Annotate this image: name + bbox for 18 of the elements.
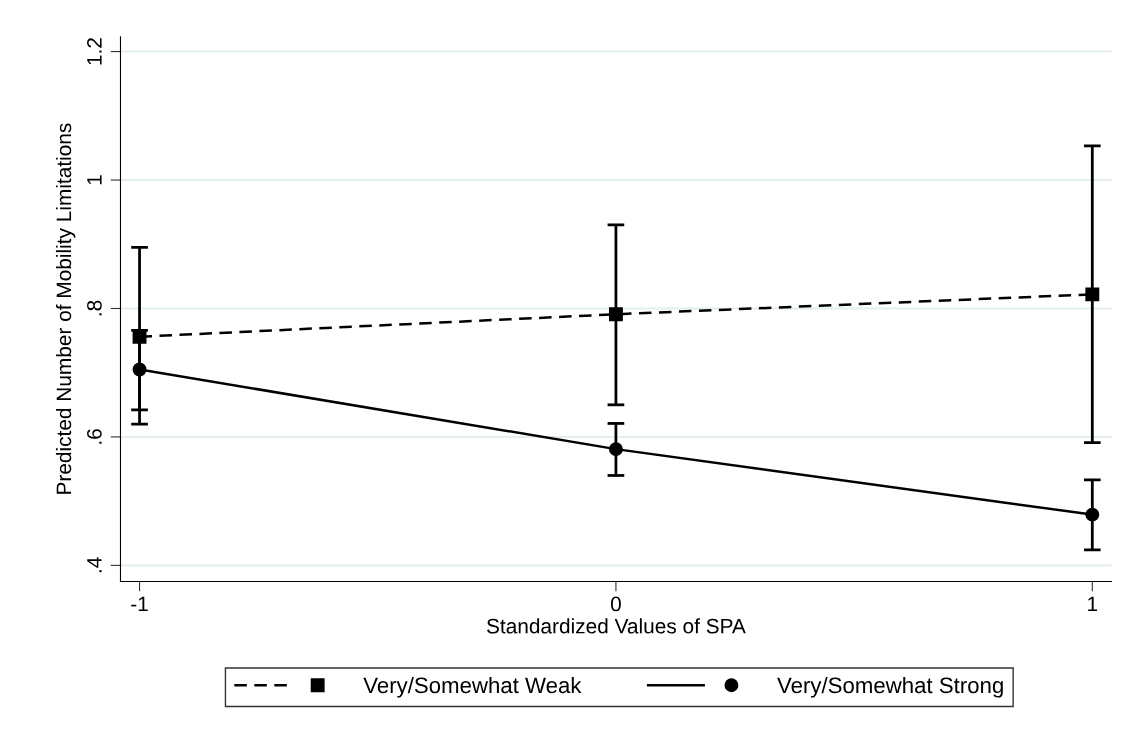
x-tick-label: -1 [131,596,148,612]
y-tick-label: 1 [87,175,102,185]
x-tick-label: 0 [610,596,621,612]
x-tick-label: 1 [1088,596,1098,612]
y-tick-label: .8 [87,300,102,316]
point [132,329,147,344]
point [608,307,623,322]
point [132,362,147,377]
point [1085,507,1100,522]
x-axis-title: Standardized Values of SPA [486,618,746,634]
legend-label: Very/Somewhat Weak [363,676,582,698]
point [1085,287,1100,302]
y-tick-label: .6 [87,429,102,444]
y-axis-title: Predicted Number of Mobility Limitations [55,123,76,494]
y-tick-label: .4 [87,557,102,573]
legend-label: Very/Somewhat Strong [777,676,1003,698]
y-tick-label: 1.2 [87,38,102,65]
point [608,442,623,457]
